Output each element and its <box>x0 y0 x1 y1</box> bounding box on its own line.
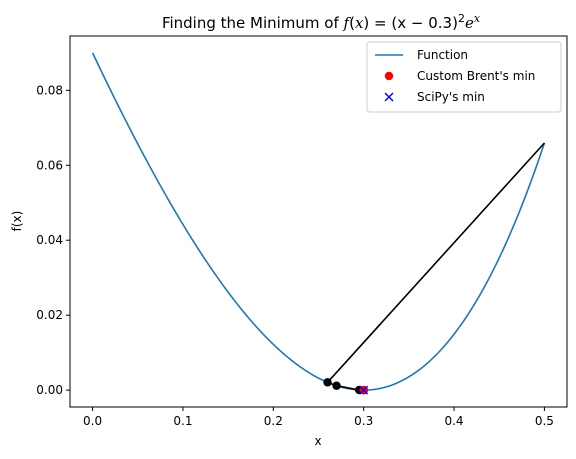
title-formula-arg: x <box>355 14 364 32</box>
series-layer <box>91 52 546 395</box>
x-tick-label: 0.4 <box>444 414 463 428</box>
legend-scipy-label: SciPy's min <box>417 90 485 104</box>
plot-frame <box>69 35 568 408</box>
x-tick-label: 0.3 <box>354 414 373 428</box>
y-tick-label: 0.02 <box>36 308 63 322</box>
legend-custom-brent-marker <box>384 71 394 81</box>
x-axis: 0.0 0.1 0.2 0.3 0.4 0.5 <box>83 407 554 428</box>
title-paren-close: ) <box>363 14 374 32</box>
legend-box <box>366 41 562 113</box>
legend-custom-brent-label: Custom Brent's min <box>417 69 535 83</box>
x-tick-label: 0.0 <box>83 414 102 428</box>
legend-function-label: Function <box>417 48 468 62</box>
x-tick-label: 0.2 <box>264 414 283 428</box>
x-tick-label: 0.5 <box>535 414 554 428</box>
y-tick-label: 0.08 <box>36 83 63 97</box>
y-axis-label: f(x) <box>10 211 24 232</box>
y-tick-label: 0.00 <box>36 383 63 397</box>
x-axis-label: x <box>314 434 321 448</box>
y-tick-label: 0.06 <box>36 158 63 172</box>
title-paren-open: ( <box>349 14 355 32</box>
title-formula-pow: 2 <box>458 12 465 25</box>
plot-area <box>69 35 568 408</box>
y-axis: 0.00 0.02 0.04 0.06 0.08 <box>36 83 70 397</box>
function-curve <box>91 52 546 391</box>
title-formula-rhs: = (x − 0.3) <box>374 14 458 32</box>
legend: Function Custom Brent's min SciPy's min <box>366 41 562 113</box>
iteration-point <box>323 378 332 387</box>
title-formula-e: e <box>465 14 474 32</box>
legend-scipy-marker <box>384 92 394 102</box>
iteration-point <box>332 381 341 390</box>
title-text: Finding the Minimum of <box>162 14 344 32</box>
title-formula-f: f <box>343 14 352 32</box>
x-tick-label: 0.1 <box>173 414 192 428</box>
scipy-min-stroke <box>359 385 369 395</box>
chart-title: Finding the Minimum of f(x) = (x − 0.3)2… <box>162 12 481 32</box>
iteration-path-line <box>326 142 546 391</box>
scipy-min-point <box>359 385 369 395</box>
title-formula-e-pow: x <box>474 12 481 25</box>
y-tick-label: 0.04 <box>36 233 63 247</box>
